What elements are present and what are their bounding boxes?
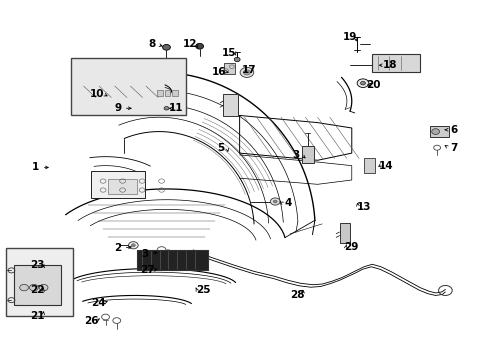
Bar [164,90,170,96]
Bar [137,249,207,270]
Text: 5: 5 [217,143,224,153]
Bar [91,171,144,198]
Text: 14: 14 [378,161,392,171]
Circle shape [131,244,135,247]
Circle shape [360,81,365,85]
Text: 19: 19 [342,32,356,41]
Text: 9: 9 [114,103,121,113]
Bar [223,94,237,116]
Text: 13: 13 [356,202,370,212]
Text: 27: 27 [140,265,154,275]
Bar [71,58,185,116]
Circle shape [128,242,138,249]
Bar [14,265,61,305]
Text: 24: 24 [91,298,105,308]
Bar [224,63,234,74]
Text: 6: 6 [449,125,457,135]
Bar [5,248,73,316]
Text: 15: 15 [221,48,236,58]
Bar [108,179,137,194]
Text: 12: 12 [182,40,197,49]
Circle shape [163,107,168,110]
Text: 25: 25 [195,285,210,296]
Circle shape [240,67,253,77]
Circle shape [160,104,172,113]
Text: 17: 17 [242,64,256,75]
Text: 29: 29 [344,242,358,252]
Text: 3: 3 [141,248,148,258]
Text: 11: 11 [169,103,183,113]
Circle shape [39,284,48,291]
Text: 21: 21 [30,311,44,320]
Bar [363,158,374,173]
Circle shape [356,79,368,87]
Text: 7: 7 [449,143,457,153]
Circle shape [20,284,28,291]
Bar [371,54,419,72]
Text: 8: 8 [148,40,155,49]
Bar [429,126,448,137]
Text: 23: 23 [30,260,44,270]
Bar [339,223,349,243]
Bar [302,145,313,163]
Circle shape [243,70,250,75]
Text: 3: 3 [291,150,299,160]
Text: 2: 2 [114,243,121,253]
Circle shape [234,57,240,62]
Bar [172,90,178,96]
Text: 10: 10 [90,89,104,99]
Text: 4: 4 [284,198,291,208]
Text: 26: 26 [83,316,98,325]
Circle shape [270,198,280,205]
Text: 1: 1 [32,162,40,172]
Text: 16: 16 [211,67,226,77]
Text: 22: 22 [30,285,44,296]
Text: 18: 18 [382,60,396,70]
Circle shape [273,200,277,203]
Text: 28: 28 [289,290,304,300]
Circle shape [195,43,203,49]
Circle shape [431,129,439,134]
Circle shape [162,44,170,50]
Circle shape [29,284,38,291]
Text: 20: 20 [366,80,380,90]
Bar [157,90,162,96]
